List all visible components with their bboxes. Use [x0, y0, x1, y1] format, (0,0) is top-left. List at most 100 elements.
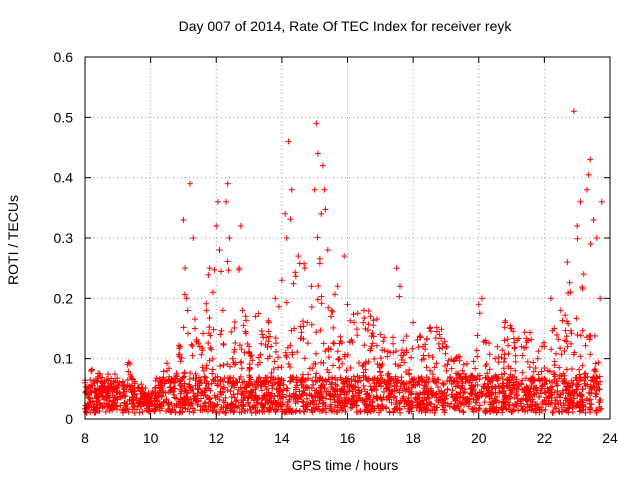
data-point: [535, 348, 542, 355]
data-point: [175, 398, 182, 405]
data-point: [308, 303, 315, 310]
data-point: [167, 387, 174, 394]
data-point: [250, 404, 257, 411]
x-tick-label: 14: [274, 430, 290, 446]
data-point: [588, 386, 595, 393]
data-point-peak: [557, 307, 564, 314]
data-point: [246, 350, 253, 357]
data-point-peak: [367, 313, 374, 320]
data-point: [466, 379, 473, 386]
data-point: [290, 280, 297, 287]
data-point: [194, 390, 201, 397]
data-point: [580, 401, 587, 408]
data-point-peak: [587, 156, 594, 163]
data-point-peak: [213, 222, 220, 229]
data-point: [316, 255, 323, 262]
data-point: [384, 353, 391, 360]
data-point: [554, 382, 561, 389]
data-point: [130, 396, 137, 403]
data-point: [459, 380, 466, 387]
data-point: [268, 343, 275, 350]
data-point: [593, 409, 600, 416]
data-point: [364, 409, 371, 416]
data-point: [238, 406, 245, 413]
data-point: [274, 392, 281, 399]
data-point-peak: [283, 235, 290, 241]
data-point: [153, 404, 160, 411]
x-tick-label: 12: [208, 430, 224, 446]
data-point: [198, 351, 205, 358]
data-point: [391, 393, 398, 400]
data-point: [313, 329, 320, 336]
data-point: [453, 391, 460, 398]
data-point: [482, 363, 489, 370]
data-point: [548, 346, 555, 353]
data-point: [592, 360, 599, 367]
data-point: [265, 407, 272, 414]
data-point: [244, 340, 251, 347]
data-point: [514, 337, 521, 344]
data-point: [103, 376, 110, 383]
data-point-peak: [419, 343, 426, 350]
data-point: [294, 382, 301, 389]
data-point: [593, 380, 600, 387]
data-point: [489, 383, 496, 390]
data-point: [346, 387, 353, 394]
data-point: [576, 371, 583, 378]
data-point: [362, 366, 369, 373]
data-point: [440, 391, 447, 398]
data-point: [393, 348, 400, 355]
data-point: [174, 376, 181, 383]
data-point: [318, 293, 325, 300]
data-point: [199, 389, 206, 396]
data-point: [286, 378, 293, 385]
data-point: [327, 390, 334, 397]
data-point: [439, 406, 446, 413]
data-point: [568, 330, 575, 337]
data-point: [393, 405, 400, 412]
data-point: [414, 381, 421, 388]
data-point: [257, 351, 264, 358]
data-point: [544, 367, 551, 374]
data-point: [216, 396, 223, 403]
data-point: [207, 344, 214, 351]
data-point: [218, 404, 225, 411]
data-point: [422, 383, 429, 390]
data-point: [538, 385, 545, 392]
data-point: [286, 363, 293, 370]
data-point: [363, 391, 370, 398]
data-point: [160, 368, 167, 375]
data-point: [528, 382, 535, 389]
data-point: [434, 384, 441, 391]
data-point-peak: [239, 307, 246, 314]
data-point: [559, 387, 566, 394]
data-point: [271, 358, 278, 365]
data-point: [283, 385, 290, 392]
data-point: [317, 389, 324, 396]
data-point: [272, 400, 279, 407]
data-point: [300, 408, 307, 415]
data-point: [542, 380, 549, 387]
data-point: [294, 377, 301, 384]
data-point: [180, 400, 187, 407]
data-point: [227, 363, 234, 370]
data-point: [379, 403, 386, 410]
data-point: [209, 355, 216, 362]
data-point: [547, 387, 554, 394]
data-point: [158, 393, 165, 400]
data-point: [441, 362, 448, 369]
data-point-peak: [259, 331, 266, 338]
data-point: [397, 383, 404, 390]
data-point: [265, 328, 272, 335]
data-point: [177, 409, 184, 416]
data-point: [494, 397, 501, 404]
data-point: [190, 409, 197, 416]
data-point: [587, 241, 594, 248]
data-point: [468, 372, 475, 379]
data-point: [587, 351, 594, 358]
data-point: [530, 390, 537, 397]
data-point: [300, 387, 307, 394]
data-point-peak: [482, 337, 489, 344]
data-point: [332, 374, 339, 381]
